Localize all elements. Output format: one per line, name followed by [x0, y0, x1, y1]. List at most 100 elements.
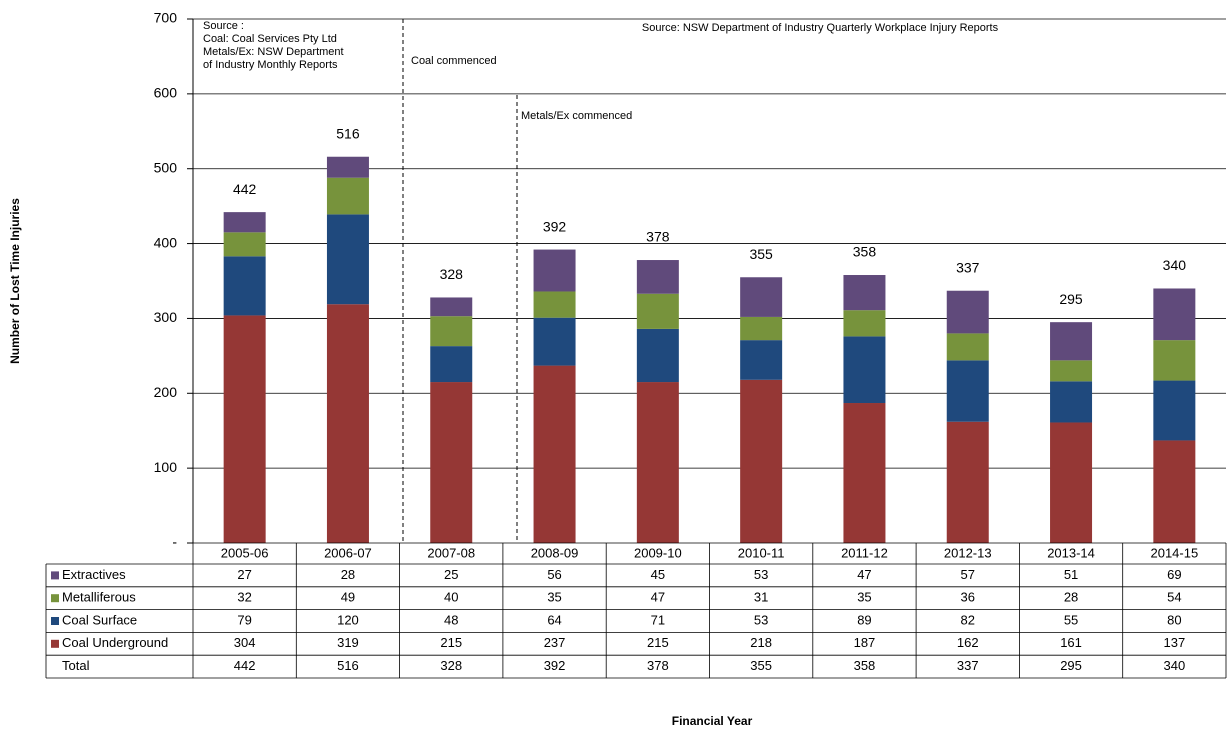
table-total: 516 — [337, 658, 359, 673]
table-value: 55 — [1064, 612, 1078, 627]
table-total: 295 — [1060, 658, 1082, 673]
bar-segment — [1153, 288, 1196, 341]
annotation: Metals/Ex: NSW Department — [203, 46, 344, 58]
legend-swatch — [51, 639, 59, 648]
table-value: 71 — [651, 612, 665, 627]
table-total: 392 — [544, 658, 566, 673]
table-value: 35 — [857, 590, 871, 605]
total-label: 295 — [1059, 291, 1083, 307]
bar-segment — [430, 316, 473, 347]
table-value: 28 — [1064, 590, 1078, 605]
x-tick-label: 2008-09 — [531, 545, 579, 560]
table-value: 69 — [1167, 567, 1181, 582]
bar-segment — [533, 365, 576, 543]
bar-segment — [1050, 360, 1093, 382]
total-label: 358 — [853, 244, 877, 260]
table-value: 53 — [754, 567, 768, 582]
legend-label: Coal Underground — [62, 635, 168, 650]
table-total: 358 — [854, 658, 876, 673]
bar-segment — [223, 315, 266, 543]
legend-swatch — [51, 594, 59, 603]
x-tick-label: 2005-06 — [221, 545, 269, 560]
y-tick-label: 300 — [154, 309, 178, 325]
x-tick-label: 2013-14 — [1047, 545, 1095, 560]
bar-segment — [223, 256, 266, 316]
table-value: 27 — [237, 567, 251, 582]
table-total: 355 — [750, 658, 772, 673]
bar-segment — [430, 382, 473, 543]
bar-segment — [740, 340, 783, 380]
table-value: 237 — [544, 635, 566, 650]
x-tick-label: 2011-12 — [841, 545, 888, 560]
table-value: 218 — [750, 635, 772, 650]
bar-segment — [636, 293, 679, 329]
bar-segment — [326, 177, 369, 215]
x-tick-label: 2012-13 — [944, 545, 992, 560]
table-value: 79 — [237, 612, 251, 627]
bar-segment — [1153, 380, 1196, 441]
bar-segment — [430, 346, 473, 383]
legend-swatch — [51, 617, 59, 625]
y-tick-label: 400 — [154, 234, 178, 250]
y-tick-label: 100 — [154, 459, 178, 475]
y-tick-label: 200 — [154, 384, 178, 400]
bar-segment — [740, 379, 783, 543]
legend-label: Extractives — [62, 567, 126, 582]
annotation: Coal: Coal Services Pty Ltd — [203, 33, 337, 45]
bar-segment — [636, 382, 679, 543]
table-value: 56 — [547, 567, 561, 582]
table-value: 53 — [754, 612, 768, 627]
y-tick-label: - — [172, 534, 177, 550]
legend-swatch — [51, 571, 59, 580]
bar-segment — [1050, 322, 1093, 361]
table-value: 162 — [957, 635, 979, 650]
annotation: of Industry Monthly Reports — [203, 59, 338, 71]
table-value: 80 — [1167, 612, 1181, 627]
table-value: 47 — [651, 590, 665, 605]
bar-segment — [740, 277, 783, 317]
table-value: 57 — [961, 567, 975, 582]
legend-label: Metalliferous — [62, 590, 136, 605]
y-axis-title: Number of Lost Time Injuries — [8, 198, 22, 364]
total-label: 392 — [543, 218, 567, 234]
table-value: 51 — [1064, 567, 1078, 582]
total-label: 340 — [1163, 257, 1187, 273]
table-total-label: Total — [62, 658, 90, 673]
table-value: 25 — [444, 567, 458, 582]
table-value: 45 — [651, 567, 665, 582]
table-value: 215 — [440, 635, 462, 650]
bar-segment — [636, 328, 679, 383]
bar-segment — [946, 290, 989, 334]
bar-segment — [1153, 440, 1196, 543]
x-tick-label: 2014-15 — [1150, 545, 1198, 560]
table-value: 161 — [1060, 635, 1082, 650]
table-total: 337 — [957, 658, 979, 673]
bar-segment — [223, 232, 266, 257]
bar-segment — [430, 297, 473, 317]
bar-segment — [843, 403, 886, 543]
table-value: 54 — [1167, 590, 1181, 605]
table-value: 36 — [961, 590, 975, 605]
bar-segment — [533, 317, 576, 366]
x-tick-label: 2006-07 — [324, 545, 372, 560]
table-value: 82 — [961, 612, 975, 627]
bar-segment — [946, 360, 989, 422]
bar-segment — [326, 304, 369, 543]
bar-segment — [740, 316, 783, 341]
total-label: 355 — [749, 246, 773, 262]
table-value: 319 — [337, 635, 359, 650]
table-total: 442 — [234, 658, 256, 673]
table-value: 89 — [857, 612, 871, 627]
table-value: 49 — [341, 590, 355, 605]
total-label: 516 — [336, 125, 360, 141]
y-tick-label: 700 — [154, 10, 178, 26]
annotation: Metals/Ex commenced — [521, 110, 632, 122]
annotation: Source : — [203, 20, 244, 32]
bar-segment — [326, 214, 369, 305]
table-value: 40 — [444, 590, 458, 605]
x-tick-label: 2009-10 — [634, 545, 682, 560]
bar-segment — [533, 291, 576, 318]
x-axis-title: Financial Year — [672, 714, 753, 728]
table-value: 32 — [237, 590, 251, 605]
